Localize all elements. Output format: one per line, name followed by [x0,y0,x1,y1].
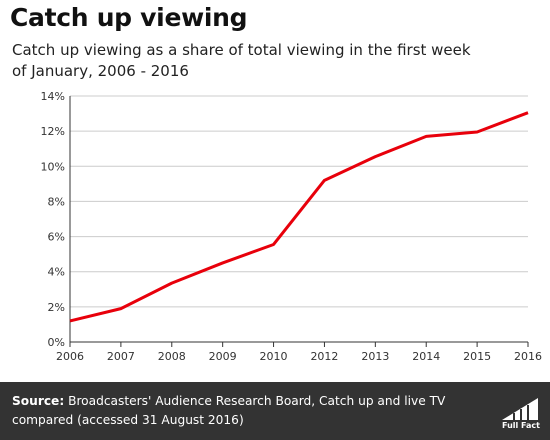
page-title: Catch up viewing [10,3,248,32]
x-tick-label: 2016 [514,350,542,363]
y-tick-label: 10% [41,160,65,173]
y-tick-label: 2% [48,301,65,314]
x-tick-label: 2006 [56,350,84,363]
y-axis: 0% 2% 4% 6% 8% 10% 12% 14% [41,90,71,349]
full-fact-logo: Full Fact [498,396,542,436]
x-tick-label: 2008 [158,350,186,363]
x-tick-label: 2010 [260,350,288,363]
series-group [69,111,529,323]
chart-subtitle: Catch up viewing as a share of total vie… [12,41,471,80]
x-axis: 2006 2007 2008 2009 2010 2012 2013 2014 2015 2016 [56,341,542,363]
x-tick-label: 2014 [412,350,440,363]
y-tick-label: 6% [48,231,65,244]
series-line [69,111,529,323]
gridlines [70,95,528,308]
y-tick-label: 14% [41,90,65,103]
source-citation: Source: Broadcasters' Audience Research … [12,392,482,430]
y-tick-label: 8% [48,195,65,208]
x-tick-label: 2015 [463,350,491,363]
y-tick-label: 12% [41,125,65,138]
source-label: Source: [12,394,65,408]
logo-text: Full Fact [502,421,540,430]
y-tick-label: 0% [48,336,65,349]
y-tick-label: 4% [48,266,65,279]
line-chart: 0% 2% 4% 6% 8% 10% 12% 14% 2006 2007 2008 2009 2010… [41,90,542,363]
logo-triangle-icon [502,398,538,420]
x-tick-label: 2012 [310,350,338,363]
source-text: Broadcasters' Audience Research Board, C… [12,394,446,427]
x-tick-label: 2009 [209,350,237,363]
x-tick-label: 2013 [361,350,389,363]
source-footer: Source: Broadcasters' Audience Research … [0,382,550,440]
x-tick-label: 2007 [107,350,135,363]
